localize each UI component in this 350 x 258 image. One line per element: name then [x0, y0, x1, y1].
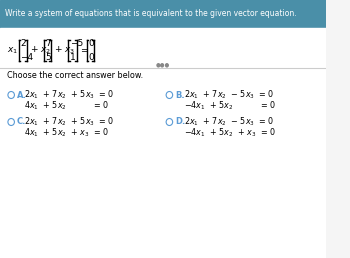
Text: −4: −4 — [21, 53, 34, 62]
Text: $+\ x_2$: $+\ x_2$ — [30, 45, 51, 56]
Text: 7: 7 — [46, 38, 51, 47]
Text: $2x_1$  + $7x_2$  $-$ $5x_3$  = 0: $2x_1$ + $7x_2$ $-$ $5x_3$ = 0 — [184, 89, 275, 101]
Text: Write a system of equations that is equivalent to the given vector equation.: Write a system of equations that is equi… — [5, 10, 296, 19]
Text: D.: D. — [175, 117, 185, 126]
Text: $+\ x_3$: $+\ x_3$ — [54, 45, 75, 56]
Text: $-4x_1$  + $5x_2$  + $x_3$  = 0: $-4x_1$ + $5x_2$ + $x_3$ = 0 — [184, 127, 276, 139]
Text: B.: B. — [175, 91, 184, 100]
Text: $2x_1$  + $7x_2$  + $5x_3$  = 0: $2x_1$ + $7x_2$ + $5x_3$ = 0 — [24, 89, 114, 101]
Text: $-4x_1$  + $5x_2$           = 0: $-4x_1$ + $5x_2$ = 0 — [184, 100, 276, 112]
Text: 0: 0 — [89, 38, 94, 47]
Text: =: = — [80, 46, 88, 55]
Text: 5: 5 — [46, 53, 51, 62]
Text: ●●●: ●●● — [156, 62, 170, 68]
Text: A.: A. — [17, 91, 27, 100]
Bar — [0, 28, 326, 258]
Text: −5: −5 — [70, 38, 83, 47]
Text: 2: 2 — [21, 38, 26, 47]
Text: 0: 0 — [89, 53, 94, 62]
Text: $4x_1$  + $5x_2$           = 0: $4x_1$ + $5x_2$ = 0 — [24, 100, 110, 112]
Bar — [0, 0, 326, 28]
Text: $x_1$: $x_1$ — [7, 45, 19, 56]
Text: $2x_1$  + $7x_2$  $-$ $5x_3$  = 0: $2x_1$ + $7x_2$ $-$ $5x_3$ = 0 — [184, 116, 275, 128]
Text: Choose the correct answer below.: Choose the correct answer below. — [7, 70, 143, 79]
Text: C.: C. — [17, 117, 26, 126]
Text: 1: 1 — [70, 53, 76, 62]
Text: $4x_1$  + $5x_2$  + $x_3$  = 0: $4x_1$ + $5x_2$ + $x_3$ = 0 — [24, 127, 110, 139]
Text: $2x_1$  + $7x_2$  + $5x_3$  = 0: $2x_1$ + $7x_2$ + $5x_3$ = 0 — [24, 116, 114, 128]
